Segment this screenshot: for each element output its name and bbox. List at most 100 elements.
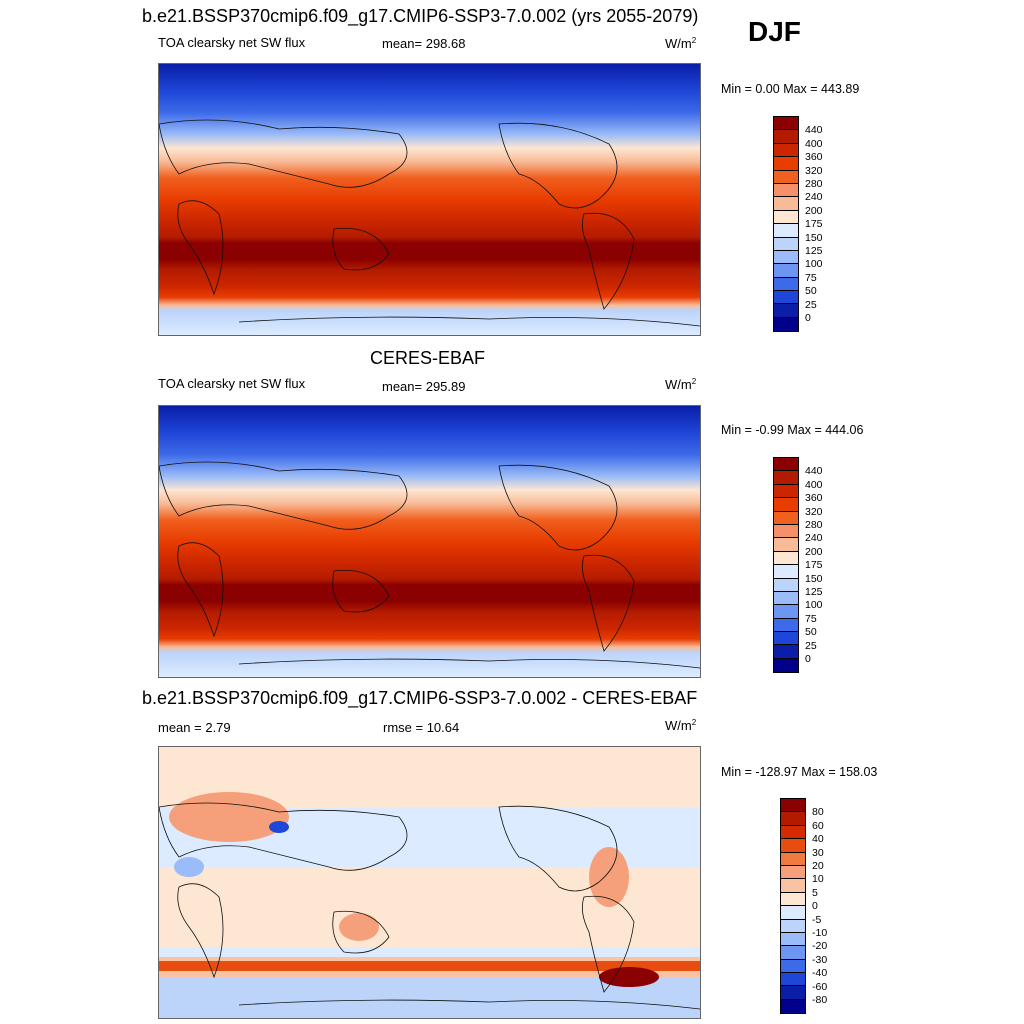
colorbar-tick-label: 50 [805, 285, 817, 298]
panel1-colorbar [773, 116, 799, 333]
colorbar-box [774, 484, 798, 499]
colorbar-tick-label: -80 [812, 994, 828, 1006]
panel1-title: b.e21.BSSP370cmip6.f09_g17.CMIP6-SSP3-7.… [142, 6, 699, 26]
colorbar-box [781, 812, 805, 826]
colorbar-tick-label: 100 [805, 599, 823, 612]
colorbar-box [774, 317, 798, 332]
colorbar-tick-label: 75 [805, 271, 817, 284]
panel3-map [158, 746, 701, 1019]
colorbar-box [774, 511, 798, 525]
colorbar-tick-label: 0 [805, 312, 811, 324]
colorbar-tick-label: -10 [812, 927, 828, 939]
colorbar-tick-label: 25 [805, 639, 817, 652]
colorbar-tick-label: 440 [805, 124, 823, 137]
colorbar-box [774, 658, 798, 673]
season-label: DJF [748, 16, 801, 47]
colorbar-box [774, 277, 798, 292]
colorbar-tick-label: 50 [805, 626, 817, 639]
colorbar-tick-label: 10 [812, 873, 824, 886]
colorbar-tick-label: 360 [805, 492, 823, 505]
colorbar-box [781, 865, 805, 880]
panel2-units: W/m2 [665, 377, 697, 392]
colorbar-box [774, 632, 798, 646]
colorbar-tick-label: 240 [805, 191, 823, 204]
colorbar-box [781, 906, 805, 920]
colorbar-tick-label: 20 [812, 860, 824, 872]
colorbar-tick-label: 40 [812, 833, 824, 846]
colorbar-box [781, 919, 805, 933]
colorbar-box [781, 839, 805, 853]
panel3-coastlines [159, 802, 700, 1010]
colorbar-box [774, 250, 798, 265]
colorbar-tick-label: 175 [805, 218, 823, 231]
colorbar-box [774, 291, 798, 305]
panel3-rmse: rmse = 10.64 [383, 720, 460, 735]
colorbar-tick-label: 25 [805, 298, 817, 311]
panel1-coastlines [159, 119, 700, 327]
colorbar-tick-label: -30 [812, 953, 828, 966]
panel1-mean: mean= 298.68 [382, 36, 466, 51]
colorbar-tick-label: 400 [805, 137, 823, 150]
panel2-map [158, 405, 701, 678]
panel2-mean: mean= 295.89 [382, 379, 466, 394]
colorbar-tick-label: 200 [805, 545, 823, 558]
colorbar-tick-label: 100 [805, 258, 823, 271]
colorbar-tick-label: 320 [805, 505, 823, 518]
colorbar-box [774, 458, 798, 472]
colorbar-box [774, 210, 798, 225]
colorbar-box [781, 946, 805, 960]
colorbar-box [774, 538, 798, 552]
colorbar-box [781, 999, 805, 1014]
colorbar-box [781, 959, 805, 974]
colorbar-tick-label: 150 [805, 572, 823, 585]
colorbar-tick-label: 280 [805, 519, 823, 531]
panel3-mean: mean = 2.79 [158, 720, 231, 735]
panel1-map [158, 63, 701, 336]
colorbar-tick-label: -5 [812, 913, 822, 926]
colorbar-box [774, 170, 798, 184]
colorbar-box [774, 498, 798, 512]
colorbar-tick-label: 440 [805, 465, 823, 478]
colorbar-tick-label: 125 [805, 586, 823, 598]
panel3-units: W/m2 [665, 718, 697, 733]
colorbar-tick-label: 280 [805, 178, 823, 190]
colorbar-box [781, 986, 805, 1000]
colorbar-box [774, 143, 798, 158]
colorbar-box [774, 605, 798, 619]
colorbar-box [774, 645, 798, 659]
colorbar-box [774, 618, 798, 633]
colorbar-tick-label: 75 [805, 612, 817, 625]
colorbar-box [781, 852, 805, 866]
colorbar-tick-label: 150 [805, 231, 823, 244]
colorbar-box [774, 117, 798, 131]
colorbar-tick-label: 30 [812, 846, 824, 859]
colorbar-tick-label: 200 [805, 204, 823, 217]
colorbar-box [774, 471, 798, 485]
colorbar-box [781, 799, 805, 813]
colorbar-tick-label: -40 [812, 967, 828, 980]
colorbar-box [781, 973, 805, 987]
panel3-colorbar [780, 798, 806, 1015]
panel2-coastlines [159, 461, 700, 669]
colorbar-tick-label: 360 [805, 151, 823, 164]
colorbar-tick-label: 0 [812, 900, 818, 913]
colorbar-box [774, 130, 798, 144]
panel1-units: W/m2 [665, 36, 697, 51]
colorbar-box [774, 157, 798, 171]
panel1-minmax: Min = 0.00 Max = 443.89 [721, 82, 860, 96]
colorbar-box [774, 578, 798, 592]
colorbar-box [774, 237, 798, 251]
colorbar-box [774, 197, 798, 211]
colorbar-tick-label: 5 [812, 886, 818, 899]
colorbar-box [774, 591, 798, 606]
panel3-title: b.e21.BSSP370cmip6.f09_g17.CMIP6-SSP3-7.… [142, 688, 698, 708]
colorbar-tick-label: 320 [805, 164, 823, 177]
colorbar-tick-label: -60 [812, 980, 828, 993]
colorbar-box [774, 224, 798, 238]
panel2-title: CERES-EBAF [370, 348, 486, 368]
colorbar-box [774, 565, 798, 579]
colorbar-box [774, 304, 798, 318]
panel3-minmax: Min = -128.97 Max = 158.03 [721, 765, 878, 779]
panel1-colorbar-boxes [774, 117, 798, 332]
colorbar-box [781, 932, 805, 947]
